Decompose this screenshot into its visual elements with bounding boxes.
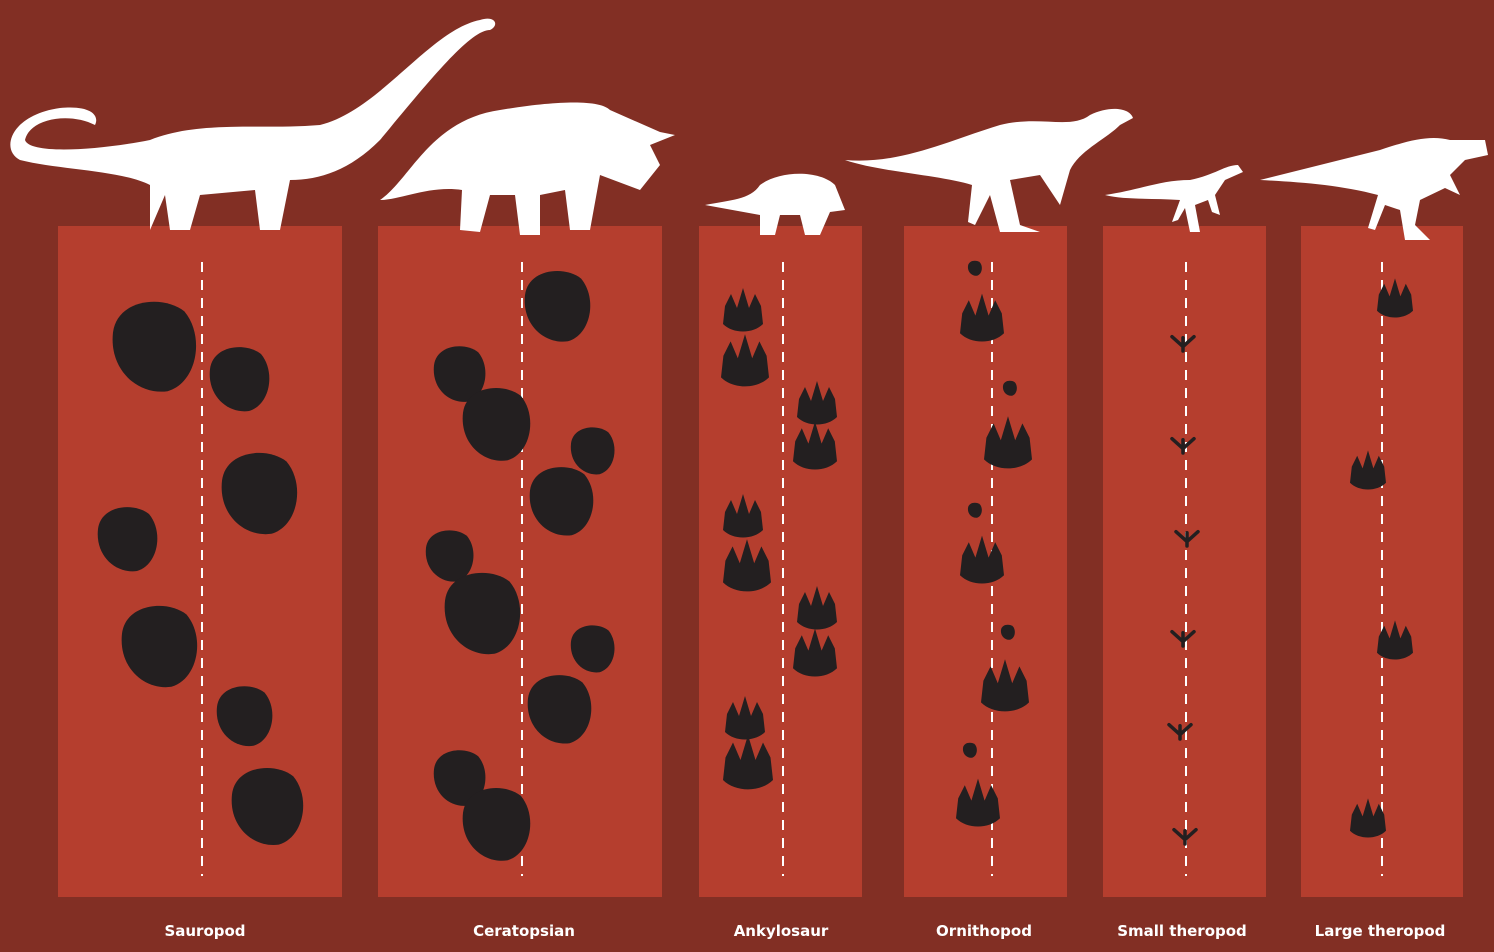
footprint-sauropod (216, 686, 273, 747)
label-ankylosaur: Ankylosaur (733, 922, 829, 940)
sauropod-silhouette (10, 18, 496, 231)
footprint-sauropod (231, 767, 304, 845)
footprint-small-theropod (1167, 722, 1193, 741)
footprint-ornithopod (984, 416, 1032, 469)
ankylosaur-silhouette (705, 173, 845, 235)
footprint-large-theropod (1350, 450, 1386, 490)
footprint-sauropod (121, 605, 198, 688)
ornithopod-silhouette (845, 108, 1133, 232)
large-theropod-silhouette (1260, 138, 1488, 240)
panel-ankylosaur (699, 226, 862, 897)
footprint-ornithopod (967, 260, 982, 276)
footprint-sauropod (221, 452, 298, 535)
footprint-sauropod (97, 507, 158, 572)
footprint-small-theropod (1170, 436, 1196, 455)
footprint-ceratopsian (462, 388, 531, 461)
label-sauropod: Sauropod (164, 922, 246, 940)
footprint-ornithopod (956, 778, 1000, 827)
footprint-ankylosaur (723, 735, 773, 790)
footprint-ornithopod (967, 502, 982, 518)
footprint-ankylosaur (793, 421, 837, 470)
footprint-ankylosaur (723, 288, 763, 332)
footprint-ornithopod (960, 535, 1004, 584)
footprint-small-theropod (1172, 827, 1198, 846)
footprint-ankylosaur (725, 696, 765, 740)
footprint-ceratopsian (444, 572, 521, 655)
footprint-ornithopod (960, 293, 1004, 342)
footprint-large-theropod (1350, 798, 1386, 838)
footprint-ornithopod (981, 659, 1029, 712)
small-theropod-silhouette (1105, 165, 1243, 232)
footprint-ceratopsian (462, 788, 531, 861)
footprint-large-theropod (1377, 620, 1413, 660)
footprint-ornithopod (1002, 380, 1017, 396)
label-ornithopod: Ornithopod (936, 922, 1032, 940)
footprint-ankylosaur (723, 494, 763, 538)
footprint-ankylosaur (721, 334, 769, 387)
footprint-ceratopsian (433, 750, 486, 806)
label-large-theropod: Large theropod (1314, 922, 1446, 940)
footprint-sauropod (112, 301, 197, 392)
panel-ceratopsian (378, 226, 662, 897)
footprint-ceratopsian (524, 271, 591, 342)
footprint-ceratopsian (433, 346, 486, 402)
label-ceratopsian: Ceratopsian (473, 922, 575, 940)
footprint-ornithopod (1000, 624, 1015, 640)
footprint-ankylosaur (797, 586, 837, 630)
footprint-ceratopsian (570, 625, 615, 673)
label-small-theropod: Small theropod (1117, 922, 1247, 940)
panel-small-theropod (1103, 226, 1266, 897)
panel-large-theropod (1301, 226, 1463, 897)
footprint-ceratopsian (529, 467, 594, 536)
footprint-small-theropod (1174, 529, 1200, 548)
footprint-small-theropod (1170, 334, 1196, 353)
footprint-ceratopsian (425, 530, 474, 582)
footprint-sauropod (209, 347, 270, 412)
footprint-ceratopsian (527, 675, 592, 744)
footprint-ankylosaur (797, 381, 837, 425)
footprint-small-theropod (1170, 629, 1196, 648)
ceratopsian-silhouette (380, 102, 675, 235)
footprint-ankylosaur (723, 539, 771, 592)
footprint-ornithopod (962, 742, 977, 758)
footprint-large-theropod (1377, 278, 1413, 318)
footprint-ankylosaur (793, 628, 837, 677)
footprint-ceratopsian (570, 427, 615, 475)
